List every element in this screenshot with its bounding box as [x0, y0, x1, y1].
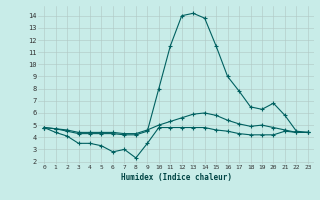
X-axis label: Humidex (Indice chaleur): Humidex (Indice chaleur) — [121, 173, 231, 182]
